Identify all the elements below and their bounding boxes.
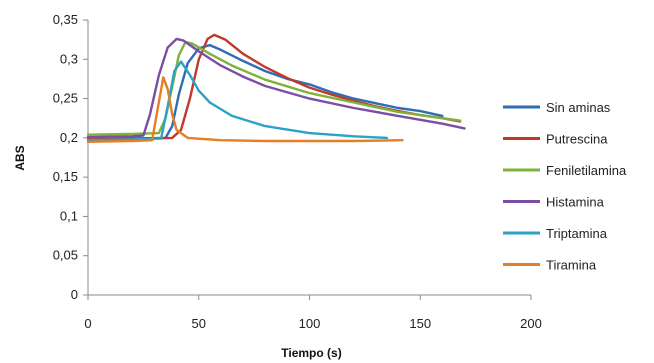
y-tick-label: 0,3 (60, 51, 78, 66)
x-tick-label: 0 (84, 316, 91, 331)
legend: Sin aminas Putrescina Feniletilamina Histam… (503, 100, 627, 273)
y-tick-label: 0,1 (60, 208, 78, 223)
y-tick-label: 0,2 (60, 130, 78, 145)
x-axis-title: Tiempo (s) (281, 346, 341, 360)
series-line-triptamina (86, 60, 389, 142)
x-ticks: 0 50 100 150 200 (84, 295, 542, 331)
y-ticks: 0 0,05 0,1 0,15 0,2 0,25 0,3 0,35 (53, 12, 88, 302)
x-tick-label: 200 (520, 316, 542, 331)
series-lines (86, 33, 466, 144)
y-tick-label: 0,25 (53, 91, 78, 106)
legend-label: Putrescina (546, 132, 608, 147)
y-tick-label: 0 (71, 287, 78, 302)
legend-label: Histamina (546, 195, 605, 210)
y-tick-label: 0,35 (53, 12, 78, 27)
x-tick-label: 150 (409, 316, 431, 331)
axes: 0 0,05 0,1 0,15 0,2 0,25 0,3 0,35 0 50 100 150 200 (53, 12, 542, 331)
series-line-sin-aminas (86, 43, 444, 141)
y-tick-label: 0,15 (53, 169, 78, 184)
legend-label: Triptamina (546, 226, 608, 241)
series-line-tiramina (86, 76, 404, 144)
y-axis-title: ABS (13, 145, 27, 170)
y-tick-label: 0,05 (53, 248, 78, 263)
legend-label: Sin aminas (546, 100, 611, 115)
legend-label: Tiramina (546, 258, 597, 273)
series-line-feniletilamina (86, 40, 462, 136)
series-line-putrescina (86, 33, 462, 141)
legend-label: Feniletilamina (546, 163, 627, 178)
x-tick-label: 50 (192, 316, 206, 331)
x-tick-label: 100 (299, 316, 321, 331)
series-line-histamina (86, 37, 466, 139)
